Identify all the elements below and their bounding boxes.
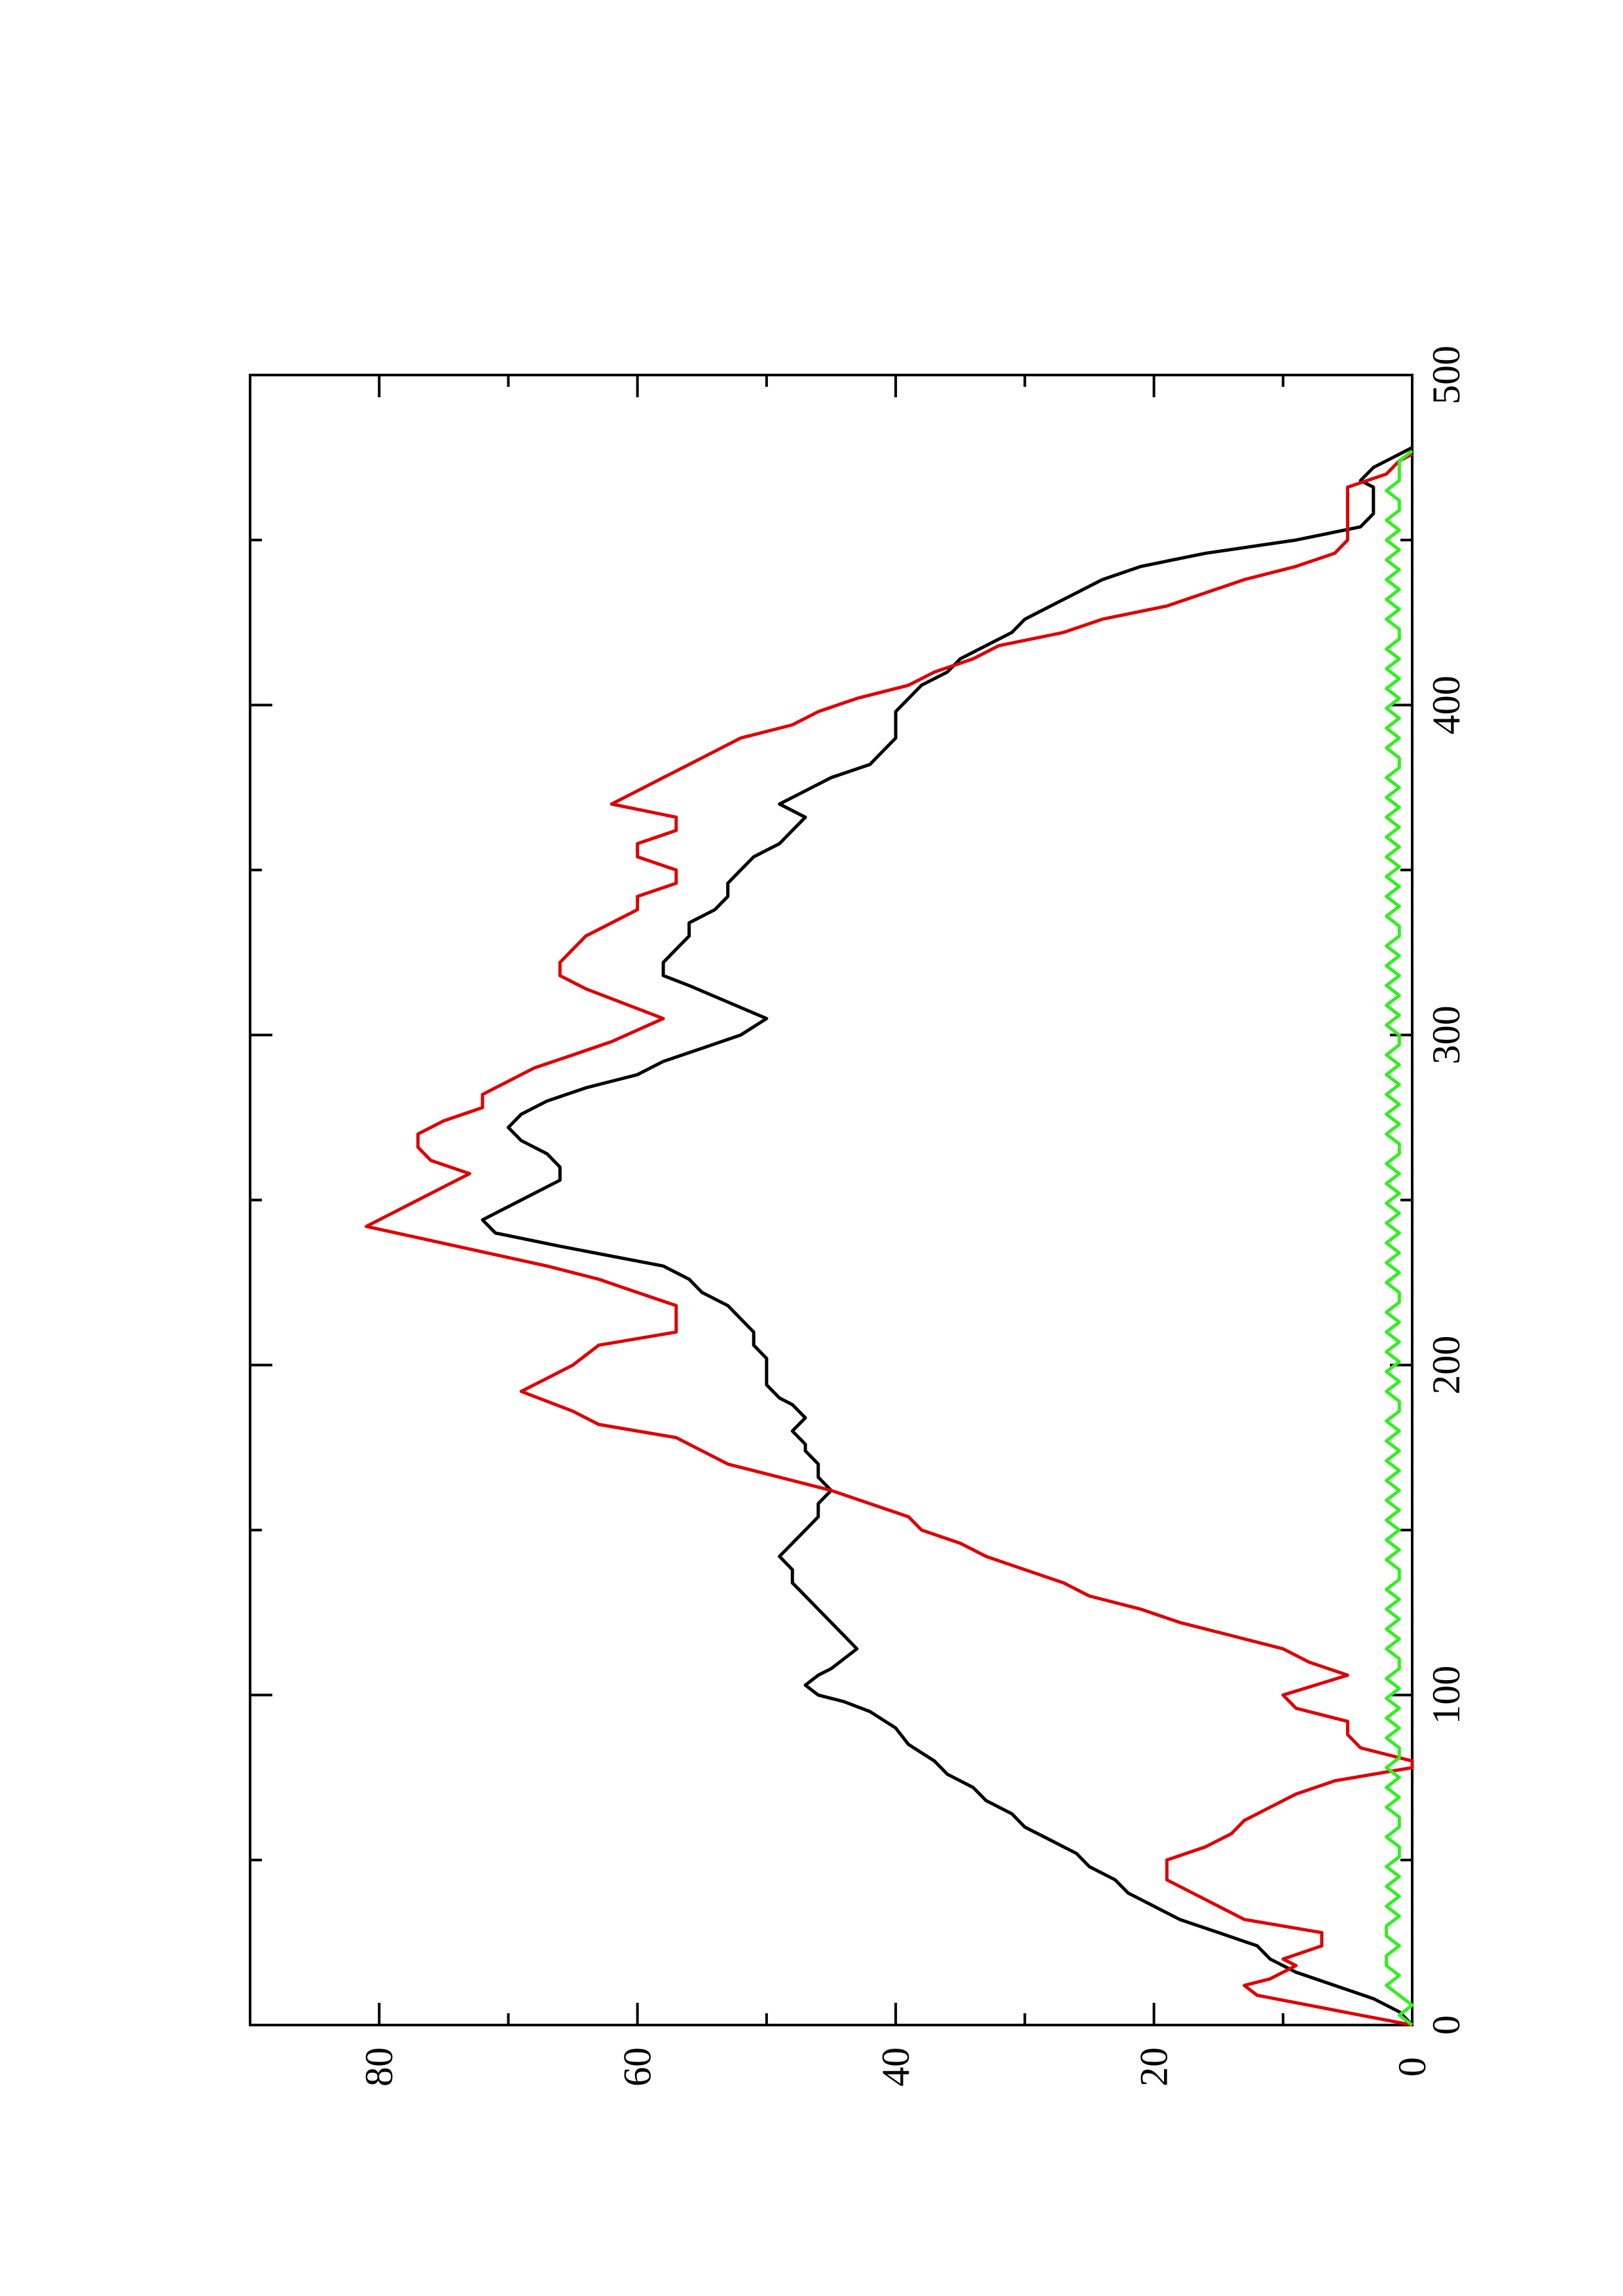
y-tick-label: 40: [874, 2047, 917, 2087]
y-tick-label: 0: [1391, 2057, 1434, 2077]
x-tick-label: 300: [1425, 1005, 1468, 1064]
x-tick-label: 400: [1425, 675, 1468, 734]
x-tick-label: 500: [1425, 346, 1468, 404]
x-tick-label: 0: [1425, 2015, 1468, 2035]
x-tick-label: 100: [1425, 1666, 1468, 1725]
tick-labels: 0 100 200 300 400 500 0 20 40 60 80: [357, 346, 1468, 2087]
series-line-1: [481, 446, 1413, 2026]
y-tick-label: 60: [616, 2047, 659, 2087]
x-tick-label: 200: [1425, 1336, 1468, 1395]
y-tick-label: 80: [357, 2047, 401, 2087]
series-line-3: [1385, 450, 1414, 2026]
plot-frame: [249, 374, 1413, 2026]
y-tick-label: 20: [1133, 2047, 1176, 2087]
series-line-2: [365, 452, 1414, 2027]
axis-ticks: [249, 374, 1413, 2026]
series-layer: [365, 446, 1414, 2027]
